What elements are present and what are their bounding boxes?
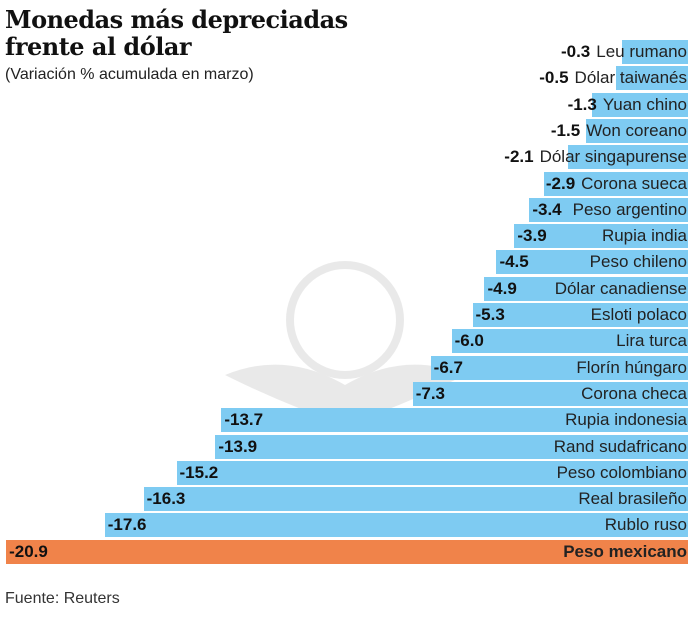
bar-row: Leu rumano -0.3 <box>0 40 691 64</box>
category-label: Dólar canadiense <box>554 278 687 298</box>
bar <box>496 250 688 275</box>
bar-row: Peso chileno -4.5 <box>0 250 691 275</box>
bar-row: Real brasileño -16.3 <box>0 487 691 512</box>
category-label: Florín húngaro <box>576 357 687 377</box>
category-label: Esloti polaco <box>590 305 687 324</box>
value-label: -5.3 <box>475 305 505 324</box>
value-label: -2.1 <box>504 147 534 167</box>
bar <box>544 171 688 196</box>
bar-row: Rand sudafricano -13.9 <box>0 434 691 459</box>
bar-row: Yuan chino -1.3 <box>0 92 691 117</box>
bar <box>568 145 688 170</box>
title-line-1: Monedas más depreciadas <box>5 5 348 34</box>
category-label: Leu rumano <box>596 42 687 61</box>
bar-row: Rublo ruso -17.6 <box>0 513 691 538</box>
value-label: -3.4 <box>532 199 562 219</box>
value-label: -2.9 <box>545 173 576 193</box>
category-label: Corona sueca <box>581 173 687 193</box>
category-label: Peso chileno <box>589 252 687 272</box>
value-label: -17.6 <box>107 515 147 535</box>
bar <box>104 513 688 538</box>
bar <box>616 66 688 91</box>
value-label: -7.3 <box>415 383 446 403</box>
category-label: Real brasileño <box>578 489 687 509</box>
category-label: Won coreano <box>586 120 687 140</box>
category-label: Peso mexicano <box>563 541 687 561</box>
bar-row: Dólar canadiense -4.9 <box>0 276 691 301</box>
value-label: -6.0 <box>454 331 484 351</box>
bar <box>215 434 688 459</box>
bar-row: Lira turca -6.0 <box>0 329 691 354</box>
value-label: -0.5 <box>539 68 569 88</box>
category-label: Peso argentino <box>572 199 687 219</box>
category-label: Lira turca <box>616 331 687 351</box>
bar-row: Peso colombiano -15.2 <box>0 460 691 485</box>
value-label: -4.5 <box>499 252 529 272</box>
bar <box>451 329 688 354</box>
bar <box>6 539 688 564</box>
bar-row: Peso argentino -3.4 <box>0 197 691 222</box>
bar <box>592 92 688 117</box>
value-label: -13.9 <box>218 436 258 456</box>
bar <box>622 40 688 64</box>
bar-row: Corona checa -7.3 <box>0 381 691 406</box>
value-label: -1.5 <box>550 120 581 140</box>
value-label: -3.9 <box>517 226 547 246</box>
category-label: Peso colombiano <box>556 462 687 482</box>
bar-row: Florín húngaro -6.7 <box>0 355 691 380</box>
title-line-2: frente al dólar <box>5 32 192 61</box>
bar <box>430 355 688 380</box>
bar <box>514 224 688 249</box>
value-label: -4.9 <box>487 278 517 298</box>
value-label: -15.2 <box>179 462 219 482</box>
bar-row: Dólar taiwanés -0.5 <box>0 66 691 91</box>
bar <box>143 487 688 512</box>
chart-subtitle: (Variación % acumulada en marzo) <box>5 66 254 83</box>
chart-title: Monedas más depreciadas frente al dólar <box>5 6 348 60</box>
eagle-globe-watermark-icon <box>225 261 465 425</box>
bar <box>586 118 688 143</box>
bar-row: Peso mexicano -20.9 <box>0 539 691 564</box>
bar <box>529 197 688 222</box>
bar-row: Rupia india -3.9 <box>0 224 691 249</box>
category-label: Rublo ruso <box>604 515 687 535</box>
value-label: -1.3 <box>567 94 597 114</box>
category-label: Dólar taiwanés <box>574 68 687 88</box>
bar-row: Esloti polaco -5.3 <box>0 303 691 327</box>
bar-row: Won coreano -1.5 <box>0 118 691 143</box>
category-label: Rand sudafricano <box>553 436 687 456</box>
bar-row: Dólar singapurense -2.1 <box>0 145 691 170</box>
source-note: Fuente: Reuters <box>5 590 120 607</box>
bar-row: Corona sueca -2.9 <box>0 171 691 196</box>
bar <box>472 303 688 327</box>
value-label: -13.7 <box>224 410 264 430</box>
bar <box>221 408 688 433</box>
category-label: Corona checa <box>581 383 687 403</box>
value-label: -0.3 <box>560 42 591 61</box>
category-label: Rupia india <box>601 226 687 246</box>
value-label: -16.3 <box>146 489 186 509</box>
value-label: -6.7 <box>433 357 463 377</box>
category-label: Dólar singapurense <box>539 147 687 167</box>
bar <box>412 381 688 406</box>
bar-row: Rupia indonesia -13.7 <box>0 408 691 433</box>
category-label: Rupia indonesia <box>565 410 687 430</box>
category-label: Yuan chino <box>602 94 687 114</box>
bar <box>176 460 688 485</box>
bar <box>484 276 688 301</box>
value-label: -20.9 <box>9 541 48 561</box>
